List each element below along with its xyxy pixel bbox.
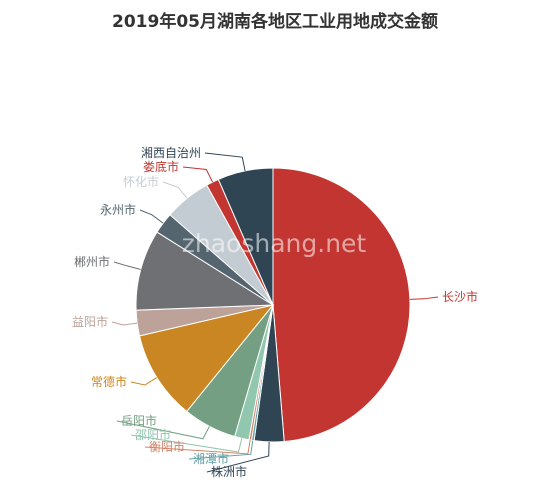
slice-label-5: 邵阳市 — [135, 427, 171, 442]
pie-slice-9[interactable] — [135, 231, 275, 311]
leader-lines — [111, 152, 439, 473]
leader-line-2 — [206, 441, 270, 473]
leader-line-11 — [162, 181, 188, 199]
pie-slice-1[interactable] — [272, 167, 411, 443]
chart-title: 2019年05月湖南各地区工业用地成交金额 — [112, 12, 438, 32]
slice-label-8: 益阳市 — [72, 314, 108, 329]
slice-label-3: 湘潭市 — [193, 451, 229, 466]
leader-line-4 — [144, 440, 251, 455]
leader-line-6 — [116, 420, 210, 440]
slice-label-4: 衡阳市 — [149, 439, 185, 454]
pie-slices — [135, 167, 411, 443]
slice-label-10: 永州市 — [100, 202, 136, 217]
leader-line-8 — [111, 321, 138, 326]
leader-line-10 — [139, 209, 164, 224]
slice-label-2: 株洲市 — [211, 464, 247, 479]
leader-line-1 — [409, 296, 439, 300]
slice-label-9: 郴州市 — [74, 254, 110, 269]
leader-line-5 — [130, 434, 243, 453]
leader-line-3 — [188, 440, 254, 460]
slice-label-12: 娄底市 — [143, 159, 179, 174]
slice-label-13: 湘西自治州 — [141, 145, 201, 160]
slice-label-1: 长沙市 — [442, 289, 478, 304]
leader-line-13 — [204, 152, 246, 171]
slice-label-6: 岳阳市 — [121, 413, 157, 428]
pie-slice-7[interactable] — [138, 304, 275, 413]
leader-line-7 — [130, 377, 158, 386]
slice-label-7: 常德市 — [91, 374, 127, 389]
watermark-text: zhaoshang.net — [182, 229, 367, 258]
leader-line-12 — [182, 166, 213, 183]
slice-label-11: 怀化市 — [123, 174, 159, 189]
leader-line-9 — [113, 261, 141, 271]
